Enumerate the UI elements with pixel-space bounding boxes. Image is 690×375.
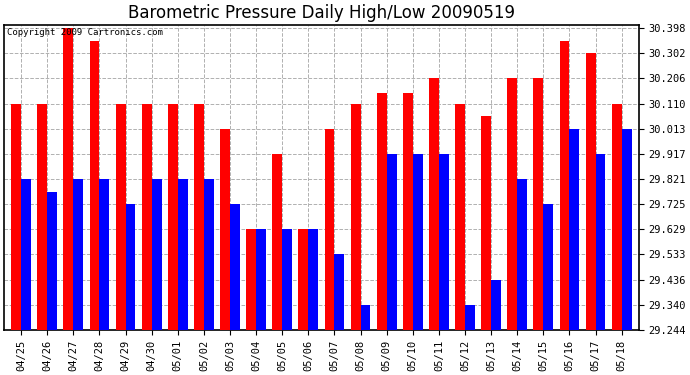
- Bar: [168, 104, 178, 330]
- Bar: [351, 104, 361, 330]
- Bar: [507, 78, 518, 330]
- Bar: [403, 93, 413, 330]
- Bar: [47, 192, 57, 330]
- Bar: [230, 204, 240, 330]
- Bar: [220, 129, 230, 330]
- Text: Copyright 2009 Cartronics.com: Copyright 2009 Cartronics.com: [8, 28, 164, 37]
- Bar: [99, 179, 110, 330]
- Bar: [335, 254, 344, 330]
- Bar: [178, 179, 188, 330]
- Bar: [543, 204, 553, 330]
- Bar: [194, 104, 204, 330]
- Bar: [413, 154, 423, 330]
- Bar: [204, 179, 214, 330]
- Bar: [152, 179, 161, 330]
- Bar: [282, 229, 292, 330]
- Bar: [481, 116, 491, 330]
- Bar: [455, 104, 465, 330]
- Bar: [377, 93, 386, 330]
- Bar: [126, 204, 135, 330]
- Bar: [73, 179, 83, 330]
- Bar: [324, 129, 335, 330]
- Bar: [141, 104, 152, 330]
- Bar: [256, 229, 266, 330]
- Bar: [63, 28, 73, 330]
- Bar: [560, 41, 569, 330]
- Bar: [361, 305, 371, 330]
- Bar: [308, 229, 318, 330]
- Bar: [612, 104, 622, 330]
- Bar: [298, 229, 308, 330]
- Bar: [595, 154, 605, 330]
- Bar: [386, 154, 397, 330]
- Bar: [246, 229, 256, 330]
- Bar: [429, 78, 439, 330]
- Bar: [518, 179, 527, 330]
- Bar: [11, 104, 21, 330]
- Bar: [273, 154, 282, 330]
- Bar: [569, 129, 580, 330]
- Bar: [491, 280, 501, 330]
- Bar: [90, 41, 99, 330]
- Bar: [586, 53, 595, 330]
- Bar: [533, 78, 543, 330]
- Title: Barometric Pressure Daily High/Low 20090519: Barometric Pressure Daily High/Low 20090…: [128, 4, 515, 22]
- Bar: [116, 104, 126, 330]
- Bar: [439, 154, 449, 330]
- Bar: [37, 104, 47, 330]
- Bar: [465, 305, 475, 330]
- Bar: [622, 129, 631, 330]
- Bar: [21, 179, 31, 330]
